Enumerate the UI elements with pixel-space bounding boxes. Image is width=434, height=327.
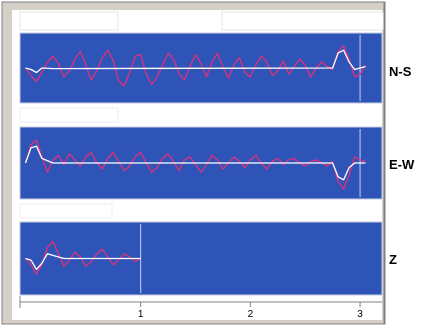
channel-label-z: Z <box>389 252 397 267</box>
header-strip-right <box>221 11 385 31</box>
panel-e-w: E-W <box>19 126 415 200</box>
fit-trace-z <box>25 253 141 271</box>
x-tick-label-2: 2 <box>248 309 254 320</box>
strip-z <box>19 203 113 219</box>
channel-label-n-s: N-S <box>389 64 412 79</box>
x-tick-label-1: 1 <box>138 309 144 320</box>
x-tick-label-3: 3 <box>357 309 363 320</box>
strip-ew <box>19 107 119 123</box>
header-strip-left <box>19 11 119 31</box>
panel-z: Z <box>19 221 397 296</box>
raw-trace-n-s <box>24 45 367 87</box>
channel-label-e-w: E-W <box>389 157 415 172</box>
fit-trace-e-w <box>24 145 366 181</box>
x-axis: 1 2 3 <box>19 296 363 320</box>
raw-trace-z <box>25 240 142 275</box>
fit-trace-n-s <box>25 49 366 74</box>
panels-layer: N-S E-W Z <box>19 32 415 296</box>
panel-n-s: N-S <box>19 32 412 104</box>
